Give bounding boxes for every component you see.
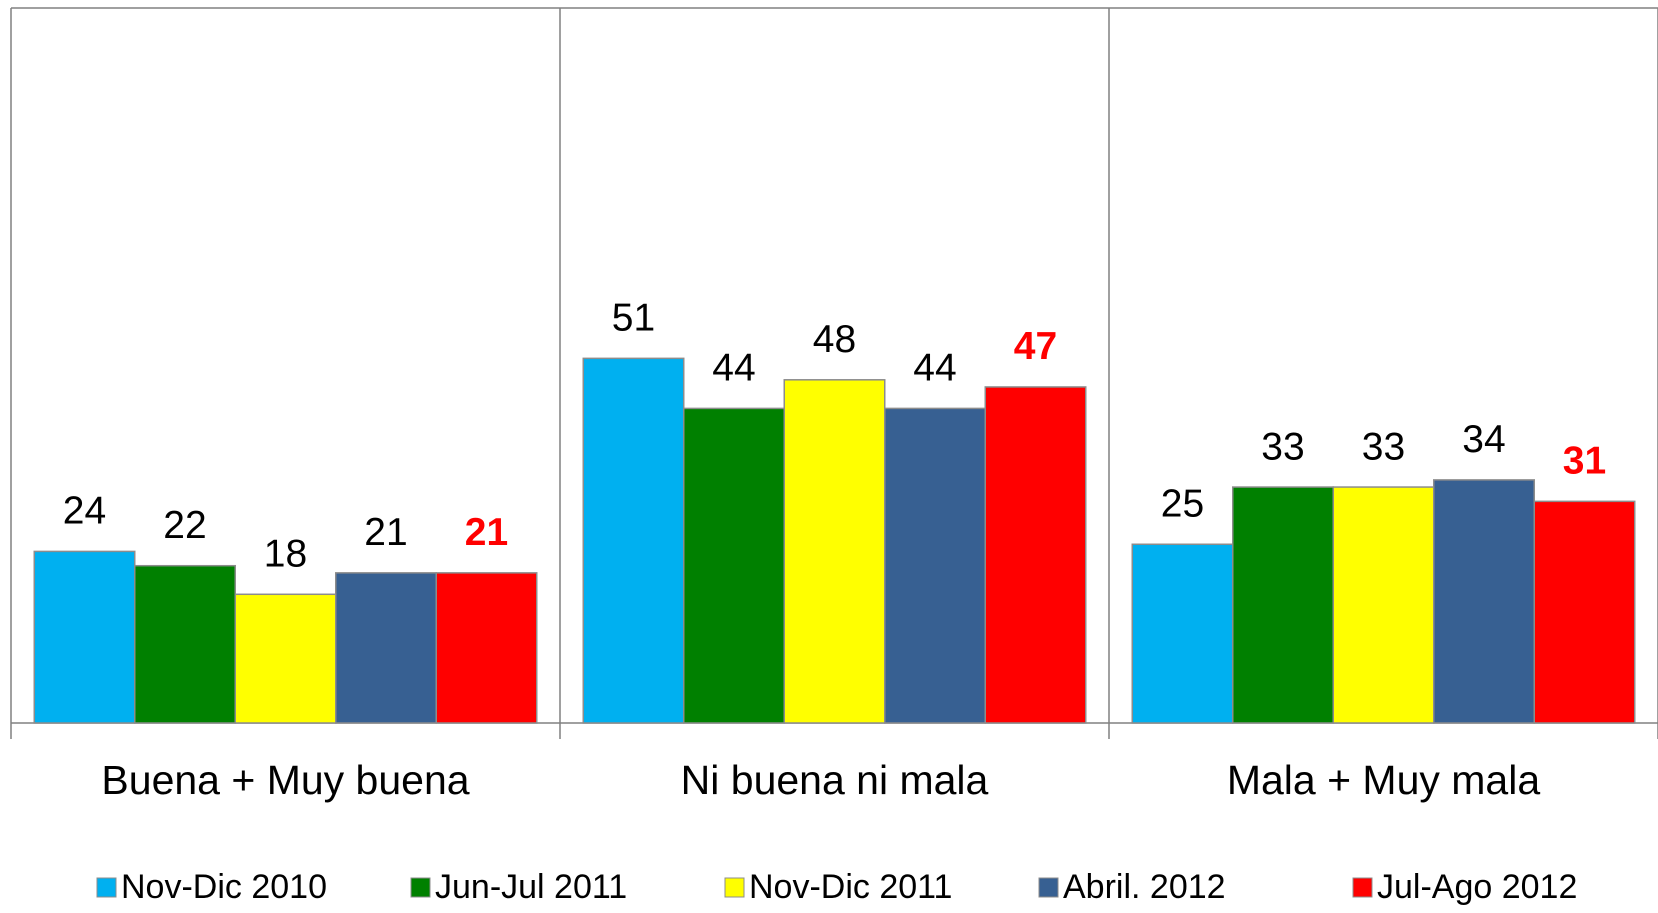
value-label: 33 xyxy=(1362,425,1405,468)
legend-label: Nov-Dic 2011 xyxy=(749,868,952,906)
bar xyxy=(33,550,136,724)
legend-swatch xyxy=(410,877,431,898)
value-label: 44 xyxy=(913,347,956,390)
value-label: 44 xyxy=(712,347,755,390)
legend-label: Nov-Dic 2010 xyxy=(121,868,327,906)
x-tick-label: Ni buena ni mala xyxy=(681,757,989,803)
bar xyxy=(683,407,785,724)
value-label: 48 xyxy=(813,318,856,361)
value-label: 22 xyxy=(163,504,206,547)
value-label: 18 xyxy=(264,533,307,576)
bar xyxy=(884,407,986,724)
legend-swatch xyxy=(1352,877,1373,898)
x-tick-label: Buena + Muy buena xyxy=(101,757,469,803)
value-label: 21 xyxy=(465,511,508,554)
value-label: 33 xyxy=(1261,425,1304,468)
value-label: 31 xyxy=(1563,440,1606,483)
bar xyxy=(984,386,1087,724)
value-label: 24 xyxy=(63,490,106,533)
value-label: 21 xyxy=(364,511,407,554)
legend-label: Abril. 2012 xyxy=(1063,868,1226,906)
bar xyxy=(1131,543,1234,724)
bar xyxy=(1533,500,1636,724)
legend-swatch xyxy=(724,877,745,898)
x-tick-label: Mala + Muy mala xyxy=(1227,757,1541,803)
bar xyxy=(1433,479,1535,724)
legend-label: Jul-Ago 2012 xyxy=(1377,868,1577,906)
legend-label: Jun-Jul 2011 xyxy=(435,868,627,906)
bar xyxy=(1332,486,1435,724)
bar xyxy=(335,572,437,724)
value-label: 25 xyxy=(1161,483,1204,526)
bar xyxy=(435,572,538,724)
value-label: 51 xyxy=(612,297,655,340)
value-label: 47 xyxy=(1014,325,1057,368)
bar xyxy=(234,593,337,724)
legend-swatch xyxy=(1038,877,1059,898)
legend-swatch xyxy=(96,877,117,898)
bar xyxy=(134,564,236,724)
bar xyxy=(582,357,685,724)
bar xyxy=(783,379,886,724)
bar xyxy=(1232,486,1334,724)
value-label: 34 xyxy=(1462,418,1505,461)
